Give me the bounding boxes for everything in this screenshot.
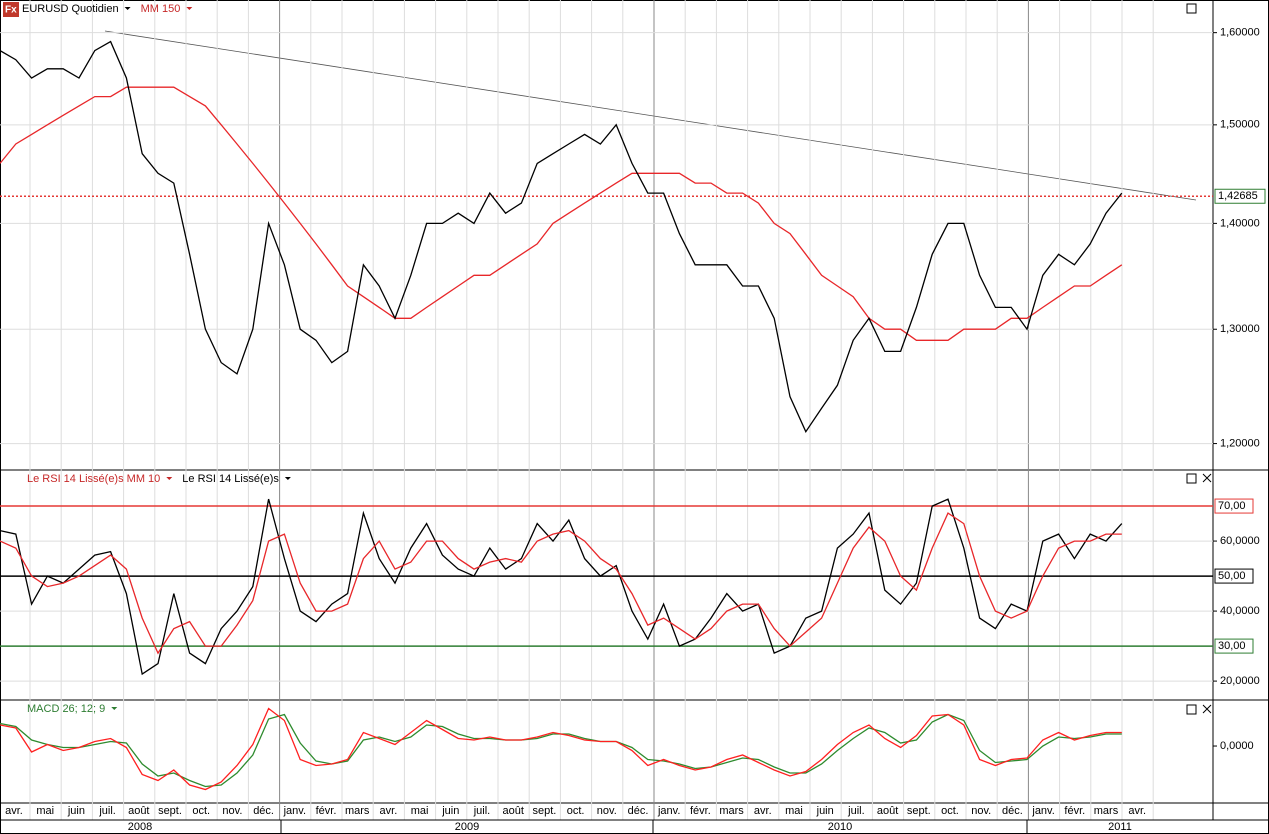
level-label: 70,00 (1218, 500, 1246, 512)
series-line (0, 86, 1123, 341)
y-tick-label: 20,0000 (1220, 675, 1260, 687)
legend-entry: MM 150 (141, 3, 181, 15)
month-label: avr. (754, 805, 772, 817)
month-label: août (877, 805, 898, 817)
series-line (0, 707, 1122, 791)
y-tick-label: 40,0000 (1220, 605, 1260, 617)
year-label: 2008 (128, 821, 152, 833)
month-label: mai (36, 805, 54, 817)
month-label: sept. (532, 805, 556, 817)
series-line (0, 512, 1122, 655)
maximize-icon[interactable] (1186, 3, 1197, 14)
panel-title: MACD 26; 12; 9 (27, 703, 105, 715)
level-label-box (1214, 568, 1254, 584)
month-label: juin (441, 805, 459, 817)
level-label: 50,00 (1218, 570, 1246, 582)
month-label: août (128, 805, 149, 817)
month-label: mai (785, 805, 803, 817)
month-label: janv. (283, 805, 306, 817)
last-price-box (1214, 188, 1266, 204)
month-label: nov. (597, 805, 617, 817)
maximize-icon[interactable] (1186, 704, 1197, 715)
last-price-label: 1,42685 (1218, 190, 1258, 202)
month-label: oct. (941, 805, 959, 817)
dropdown-arrow (124, 7, 131, 10)
year-label: 2009 (455, 821, 479, 833)
level-label: 30,00 (1218, 640, 1246, 652)
dropdown-arrow (166, 477, 173, 480)
close-icon[interactable] (1202, 704, 1212, 714)
month-label: nov. (971, 805, 991, 817)
month-label: oct. (567, 805, 585, 817)
month-label: févr. (690, 805, 711, 817)
month-label: déc. (628, 805, 649, 817)
month-label: nov. (222, 805, 242, 817)
y-tick-label: 1,30000 (1220, 323, 1260, 335)
logo: Fx (5, 5, 17, 16)
month-label: oct. (192, 805, 210, 817)
month-label: janv. (657, 805, 680, 817)
year-label: 2011 (1108, 821, 1132, 833)
maximize-icon[interactable] (1186, 473, 1197, 484)
y-tick-label: 1,20000 (1220, 437, 1260, 449)
close-icon[interactable] (1202, 473, 1212, 483)
y-tick-label: 1,50000 (1220, 119, 1260, 131)
dropdown-arrow (284, 477, 291, 480)
series-line (0, 40, 1123, 434)
y-tick-label: 0,0000 (1220, 740, 1254, 752)
month-label: août (502, 805, 523, 817)
legend-entry: Le RSI 14 Lissé(e)s (182, 473, 279, 485)
month-label: déc. (253, 805, 274, 817)
month-label: mars (719, 805, 744, 817)
dropdown-arrow (186, 7, 193, 10)
y-tick-label: 1,40000 (1220, 217, 1260, 229)
level-label-box (1214, 638, 1254, 654)
month-label: mars (1094, 805, 1119, 817)
legend-entry: Le RSI 14 Lissé(e)s MM 10 (27, 473, 160, 485)
y-tick-label: 1,60000 (1220, 27, 1260, 39)
legend-entry: EURUSD Quotidien (22, 3, 119, 15)
month-label: avr. (1128, 805, 1146, 817)
month-label: juil. (473, 805, 491, 817)
month-label: janv. (1031, 805, 1054, 817)
month-label: juin (816, 805, 834, 817)
level-label-box (1214, 498, 1254, 514)
panel-icons (1186, 3, 1212, 715)
month-label: juil. (847, 805, 865, 817)
month-label: févr. (1064, 805, 1085, 817)
month-label: sept. (158, 805, 182, 817)
month-label: sept. (907, 805, 931, 817)
dropdown-arrow (111, 707, 118, 710)
year-label: 2010 (828, 821, 852, 833)
month-label: févr. (316, 805, 337, 817)
month-label: mai (411, 805, 429, 817)
month-label: déc. (1002, 805, 1023, 817)
month-label: juin (67, 805, 85, 817)
month-label: avr. (5, 805, 23, 817)
month-label: juil. (98, 805, 116, 817)
y-tick-label: 60,0000 (1220, 535, 1260, 547)
trend-line (104, 30, 1197, 201)
logo-box (3, 2, 19, 17)
month-label: avr. (380, 805, 398, 817)
month-label: mars (345, 805, 370, 817)
series-line (0, 498, 1123, 676)
